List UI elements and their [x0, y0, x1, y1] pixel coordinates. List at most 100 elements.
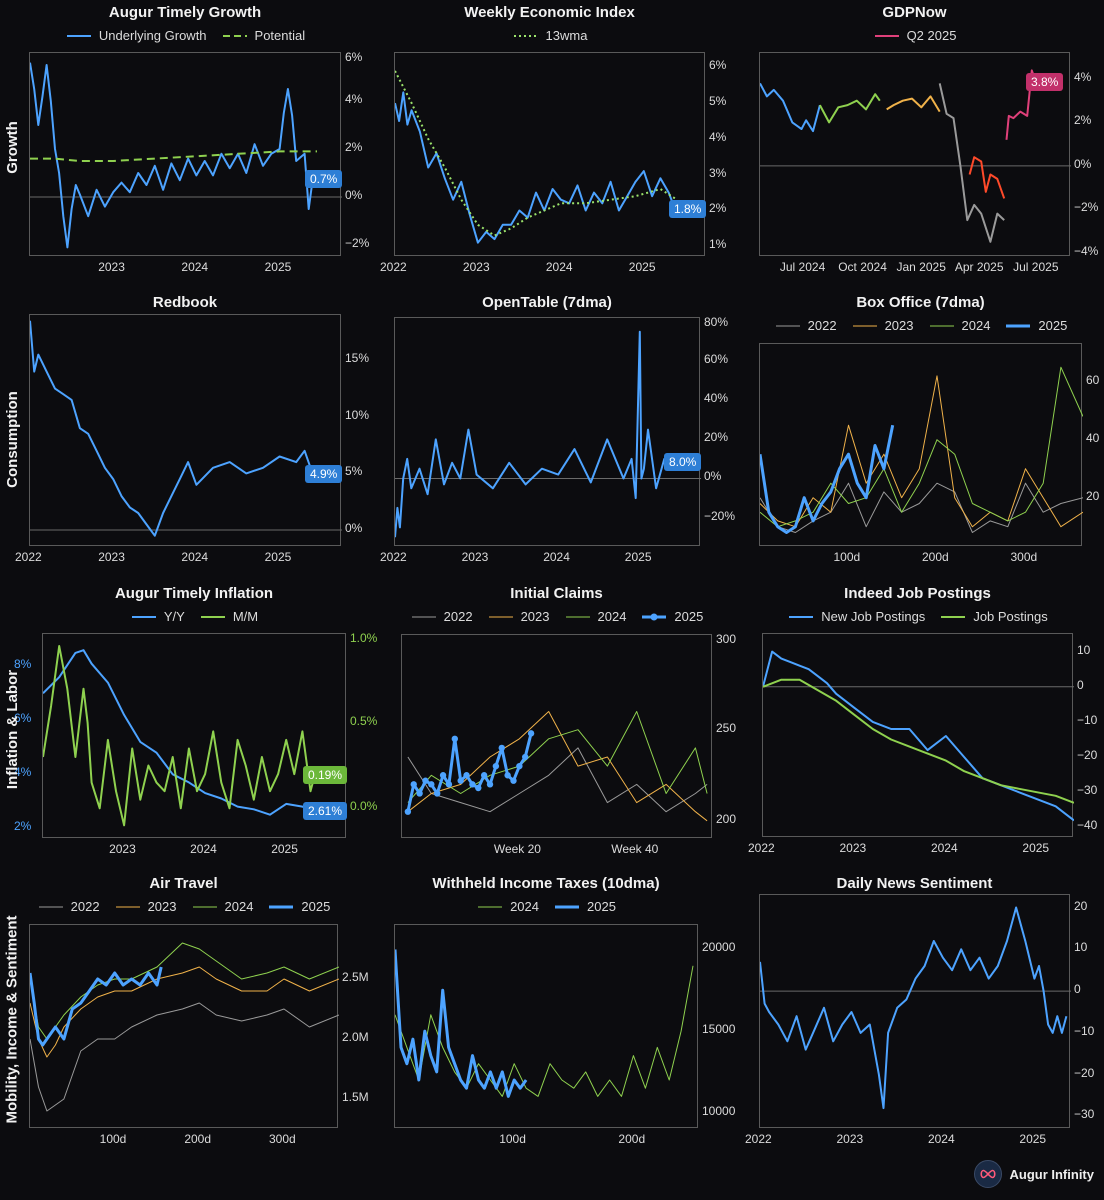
series-line-s1 [819, 93, 881, 124]
y-tick-label: 1% [709, 237, 727, 252]
row-label: Growth [3, 121, 21, 174]
legend-swatch [131, 615, 156, 618]
chart-svg [763, 650, 1074, 822]
y-tick-label: 20 [1086, 488, 1100, 503]
panel-indeed-job-postings: Indeed Job Postings New Job Postings Job P… [739, 585, 1104, 870]
y-tick-label: 40 [1086, 430, 1100, 445]
series-point [445, 781, 453, 788]
x-tick-label: 2023 [836, 1132, 864, 1146]
series-line-2022 [407, 747, 708, 813]
y-tick-label: 15000 [702, 1022, 736, 1037]
y-tick-label: 6% [709, 58, 727, 73]
x-tick-label: 2024 [927, 1132, 955, 1146]
last-value-badge: 0.7% [305, 170, 343, 189]
chart-title: Augur Timely Inflation [114, 585, 274, 602]
legend-item: 2022 [774, 318, 837, 333]
series-point [434, 790, 441, 797]
legend-item: New Job Postings [787, 609, 925, 624]
plot-area [29, 52, 342, 256]
y-tick-label: −20 [1074, 1065, 1095, 1080]
plot-area [762, 633, 1074, 837]
y-tick-label: 2.0M [342, 1030, 369, 1044]
y-tick-label: −10 [1077, 712, 1098, 727]
y-tick-label: 4% [1074, 70, 1092, 85]
x-tick-label: 100d [99, 1132, 127, 1146]
chart-svg [404, 711, 708, 822]
x-tick-label: 2024 [190, 842, 217, 856]
series-line-potential [30, 150, 317, 162]
chart-title: Weekly Economic Index [464, 4, 635, 21]
legend-item: 2024 [928, 318, 990, 333]
series-point [516, 762, 523, 770]
y-tick-label: 0 [1077, 677, 1084, 692]
last-value-badge: 2.61% [303, 801, 348, 820]
legend-label: 2024 [597, 609, 627, 624]
legend-label: 2025 [587, 899, 616, 914]
panel-redbook: Redbook 2022 2023 2024 2025 15% 10% 5% 0% 4.9% [9, 294, 379, 579]
legend-label: Underlying Growth [98, 28, 207, 43]
y-tick-label: 6% [345, 50, 363, 64]
plot-area [401, 634, 712, 838]
series-point [504, 772, 511, 779]
series-line-new-job-postings [763, 650, 1074, 822]
x-tick-label: Week 20 [493, 842, 541, 856]
legend-swatch [478, 906, 503, 907]
legend-swatch [642, 613, 667, 620]
series-line-s0 [760, 82, 821, 133]
x-tick-label: Oct 2024 [838, 260, 887, 274]
series-point [510, 777, 517, 784]
x-tick-label: 2025 [271, 842, 298, 856]
y-tick-label: 0% [345, 521, 363, 536]
chart-legend: 2022 2023 2024 2025 [759, 318, 1082, 333]
legend-label: 2025 [1038, 318, 1068, 333]
x-tick-label: 2022 [745, 1132, 772, 1146]
y-tick-label: 60 [1086, 372, 1100, 387]
legend-swatch [269, 905, 294, 908]
x-tick-label: 2023 [98, 550, 125, 564]
panel-augur-inflation: Augur Timely Inflation Y/Y M/M 2023 2024 2025… [9, 585, 379, 870]
legend-swatch [488, 616, 513, 617]
legend-item: 2023 [487, 609, 550, 624]
series-point [428, 781, 435, 788]
y-tick-label: −10 [1074, 1023, 1095, 1038]
x-tick-label: 100d [833, 550, 861, 564]
series-line-2023 [407, 711, 708, 822]
legend-label: Q2 2025 [906, 28, 957, 43]
row-label: Mobility, Income & Sentiment [3, 915, 21, 1124]
series-point [486, 781, 494, 788]
series-line-y-y [43, 649, 315, 816]
series-line-2023 [760, 375, 1083, 528]
legend-swatch [200, 615, 225, 618]
y-tick-label: −2% [1074, 200, 1099, 215]
row-label: Inflation & Labor [3, 669, 21, 790]
chart-svg [30, 942, 339, 1112]
chart-legend: New Job Postings Job Postings [762, 609, 1073, 624]
legend-label: 2022 [70, 899, 100, 914]
legend-swatch [929, 325, 954, 326]
series-line-s0 [30, 320, 314, 537]
y-tick-label: 4% [709, 129, 727, 144]
legend-label: M/M [232, 609, 259, 624]
plot-area [759, 52, 1071, 256]
legend-label: 2023 [147, 899, 177, 914]
legend-item: Job Postings [939, 609, 1048, 624]
last-value-badge: 8.0% [664, 452, 702, 471]
chart-legend: 13wma [394, 28, 705, 43]
legend-item: Q2 2025 [873, 28, 957, 43]
y-tick-label: −30 [1074, 1107, 1095, 1122]
panel-air-travel: Air Travel 2022 2023 2024 2025 100d 200d 300d 2.… [9, 875, 379, 1160]
plot-area [42, 633, 346, 838]
last-value-badge: 1.8% [669, 200, 707, 219]
y-tick-label: 2% [709, 201, 727, 216]
chart-svg [760, 906, 1071, 1110]
legend-item: 13wma [512, 28, 587, 43]
x-tick-label: 100d [499, 1132, 526, 1146]
chart-svg [30, 320, 342, 537]
legend-item: 2025 [553, 899, 616, 914]
x-tick-label: Week 40 [611, 842, 659, 856]
y-tick-label: −20% [704, 508, 736, 523]
legend-item: 2022 [410, 609, 473, 624]
legend-item: Underlying Growth [65, 28, 207, 43]
series-point [527, 730, 535, 737]
x-tick-label: 200d [184, 1132, 212, 1146]
